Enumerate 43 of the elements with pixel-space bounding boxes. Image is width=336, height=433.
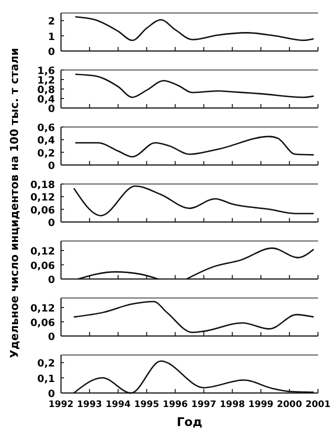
y-tick-label: 0,8 [37, 85, 56, 96]
x-axis-title: Год [176, 415, 203, 429]
y-tick-label: 0 [48, 389, 56, 400]
y-tick-label: 1,2 [37, 76, 56, 86]
y-axis-title: Удельное число инцидентов на 100 тыс. т стали [8, 48, 21, 358]
x-tick-label: 1995 [134, 400, 160, 410]
line-series [74, 16, 314, 42]
y-tick-label: 0,06 [30, 318, 56, 329]
y-tick-label: 0 [48, 275, 56, 286]
y-tick-label: 0,12 [30, 192, 56, 204]
y-tick-label: 0,6 [37, 123, 56, 134]
line-series [73, 300, 314, 334]
line-series [73, 360, 314, 394]
x-tick-label: 1996 [162, 400, 188, 410]
y-tick-label: 0,1 [37, 374, 56, 385]
y-tick-label: 0 [48, 47, 56, 58]
y-tick-label: 0,4 [37, 136, 56, 147]
x-tick-label: 1993 [77, 400, 102, 410]
y-tick-label: 0,4 [37, 94, 56, 106]
line-series [74, 74, 314, 98]
y-tick-label: 2 [48, 16, 56, 28]
y-tick-label: 0 [48, 218, 56, 229]
line-series [74, 136, 314, 158]
y-tick-label: 0,12 [30, 304, 56, 314]
line-series [73, 185, 314, 216]
x-tick-label: 1999 [248, 400, 274, 410]
y-tick-label: 0,18 [30, 180, 56, 191]
x-tick-label: 1997 [191, 400, 216, 410]
y-tick-label: 0,12 [30, 246, 56, 258]
y-tick-label: 0 [48, 104, 56, 115]
x-tick-label: 1998 [220, 400, 245, 410]
x-tick-label: 1992 [48, 400, 74, 410]
x-tick-label: 2000 [276, 400, 302, 410]
y-tick-label: 0 [48, 332, 56, 343]
x-tick-label: 1994 [106, 400, 131, 410]
x-tick-label: 2001 [305, 400, 331, 410]
y-tick-label: 0,2 [37, 148, 56, 160]
y-tick-label: 1,6 [37, 66, 56, 77]
y-tick-label: 1 [48, 32, 56, 43]
y-tick-label: 0 [48, 161, 56, 172]
y-tick-label: 0,2 [37, 358, 56, 370]
y-tick-label: 0,06 [30, 205, 56, 216]
y-tick-label: 0,06 [30, 260, 56, 272]
